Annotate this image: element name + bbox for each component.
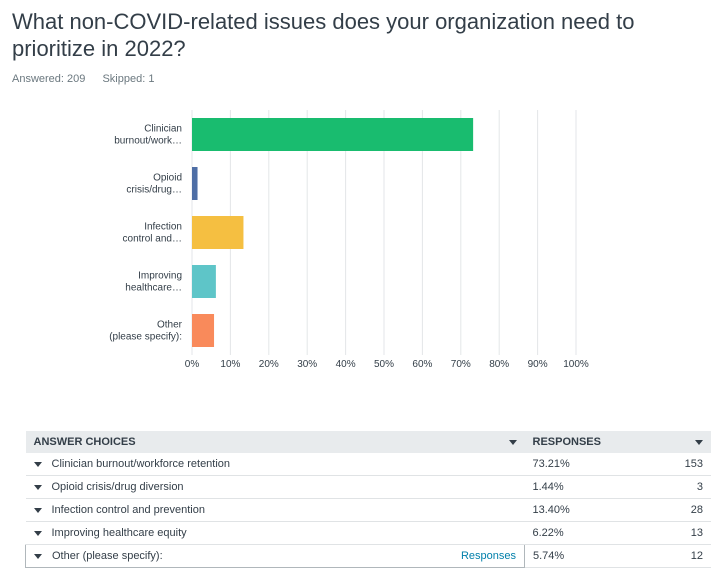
- x-tick-label: 80%: [489, 359, 509, 370]
- bar-chart: 0% 10% 20% 30% 40% 50% 60% 70% 80% 90% 100% Clinici…: [109, 110, 589, 370]
- table-row: Other (please specify): Responses 5.74% 1…: [25, 544, 711, 568]
- x-tick-label: 50%: [374, 359, 394, 370]
- bar[interactable]: [192, 118, 474, 151]
- answer-choice-cell: Infection control and prevention: [25, 498, 525, 522]
- x-tick-label: 40%: [336, 359, 356, 370]
- table-row: Infection control and prevention 13.40% …: [25, 498, 711, 522]
- bar[interactable]: [192, 314, 215, 347]
- answer-choice-cell: Clinician burnout/workforce retention: [25, 453, 525, 476]
- response-percent: 6.22%: [524, 521, 661, 545]
- answer-choice-cell: Opioid crisis/drug diversion: [25, 475, 525, 499]
- bar[interactable]: [192, 216, 244, 249]
- table-row: Opioid crisis/drug diversion 1.44% 3: [25, 475, 711, 499]
- answer-choice-label: Improving healthcare equity: [51, 527, 187, 539]
- chevron-down-icon[interactable]: [34, 553, 42, 559]
- responses-header-label: RESPONSES: [532, 436, 601, 448]
- answer-choice-label: Infection control and prevention: [51, 504, 206, 516]
- response-count: 28: [661, 498, 711, 522]
- category-label: Clinician burnout/work…: [114, 124, 182, 147]
- response-count: 12: [661, 544, 711, 568]
- chevron-down-icon[interactable]: [33, 507, 42, 513]
- x-tick-label: 20%: [259, 359, 279, 370]
- answer-choices-header[interactable]: ANSWER CHOICES: [25, 431, 525, 453]
- sort-caret-icon[interactable]: [695, 440, 703, 445]
- bar[interactable]: [192, 265, 216, 298]
- category-label: Infection control and…: [123, 222, 182, 245]
- answer-choices-header-label: ANSWER CHOICES: [33, 436, 136, 448]
- x-tick-label: 70%: [451, 359, 471, 370]
- x-tick-label: 10%: [220, 359, 240, 370]
- bar[interactable]: [192, 167, 198, 200]
- answered-count: Answered: 209: [12, 73, 86, 85]
- x-tick-label: 90%: [528, 359, 548, 370]
- table-row: Improving healthcare equity 6.22% 13: [25, 521, 711, 545]
- response-percent: 13.40%: [524, 498, 661, 522]
- question-title: What non-COVID-related issues does your …: [12, 9, 635, 61]
- chevron-down-icon[interactable]: [33, 461, 42, 467]
- category-label: Opioid crisis/drug…: [126, 173, 182, 196]
- response-percent: 5.74%: [524, 544, 661, 568]
- response-count: 13: [661, 521, 711, 545]
- table-row: Clinician burnout/workforce retention 73…: [25, 453, 711, 476]
- table-header-row: ANSWER CHOICES RESPONSES: [25, 431, 711, 453]
- chevron-down-icon[interactable]: [33, 484, 42, 490]
- answer-choice-label: Clinician burnout/workforce retention: [51, 458, 231, 470]
- answer-choice-cell: Other (please specify): Responses: [25, 544, 525, 568]
- answer-choice-label: Opioid crisis/drug diversion: [51, 481, 184, 493]
- responses-header[interactable]: RESPONSES: [524, 431, 711, 453]
- response-count: 3: [661, 475, 711, 499]
- x-tick-label: 0%: [185, 359, 200, 370]
- skipped-count: Skipped: 1: [102, 73, 155, 85]
- x-tick-label: 100%: [563, 359, 589, 370]
- category-label: Improving healthcare…: [125, 271, 182, 294]
- sort-caret-icon[interactable]: [508, 440, 517, 445]
- response-percent: 1.44%: [524, 475, 661, 499]
- response-count: 153: [661, 453, 711, 476]
- x-tick-label: 60%: [412, 359, 432, 370]
- category-label: Other (please specify):: [109, 320, 182, 343]
- chevron-down-icon[interactable]: [33, 530, 42, 536]
- answer-choice-cell: Improving healthcare equity: [25, 521, 525, 545]
- answer-table: ANSWER CHOICES RESPONSES Clinician burno…: [25, 431, 711, 568]
- responses-link[interactable]: Responses: [460, 550, 516, 562]
- response-percent: 73.21%: [524, 453, 661, 476]
- x-tick-label: 30%: [297, 359, 317, 370]
- response-stats: Answered: 209 Skipped: 1: [12, 73, 168, 85]
- answer-choice-label: Other (please specify):: [52, 550, 163, 562]
